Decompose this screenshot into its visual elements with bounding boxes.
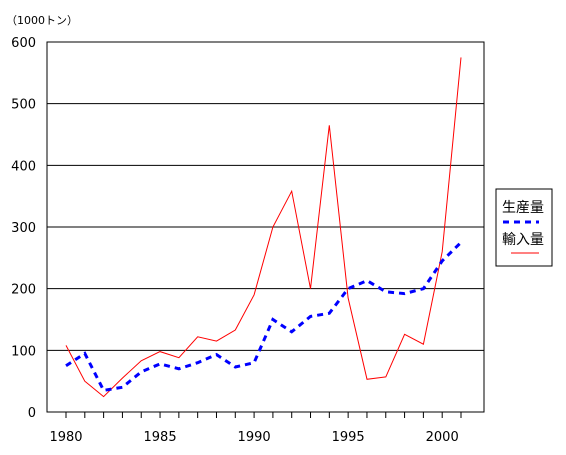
series-line-imports [65,57,462,398]
y-tick-label: 400 [11,159,36,174]
x-tick-label: 1980 [49,430,82,445]
y-tick-label: 200 [11,283,36,298]
y-tick-label: 0 [28,406,36,421]
x-tick-label: 2000 [426,430,459,445]
plot-area [46,41,485,413]
series-line-production [65,241,463,393]
y-tick-label: 600 [11,36,36,51]
legend-label-imports: 輸入量 [502,232,544,248]
x-tick-label: 1985 [144,430,177,445]
y-tick-label: 500 [11,98,36,113]
y-tick-label: 100 [11,344,36,359]
x-axis: 1980 1985 1990 1995 2000 [49,412,462,445]
series-group [65,57,463,398]
y-axis: 0 100 200 300 400 500 600 [11,36,36,421]
x-tick-label: 1990 [238,430,271,445]
legend: 生産量 輸入量 [495,188,553,267]
y-tick-label: 300 [11,221,36,236]
legend-label-production: 生産量 [502,200,544,216]
gridlines [47,41,484,413]
x-tick-label: 1995 [332,430,365,445]
y-axis-unit-label: （1000トン） [6,14,78,27]
